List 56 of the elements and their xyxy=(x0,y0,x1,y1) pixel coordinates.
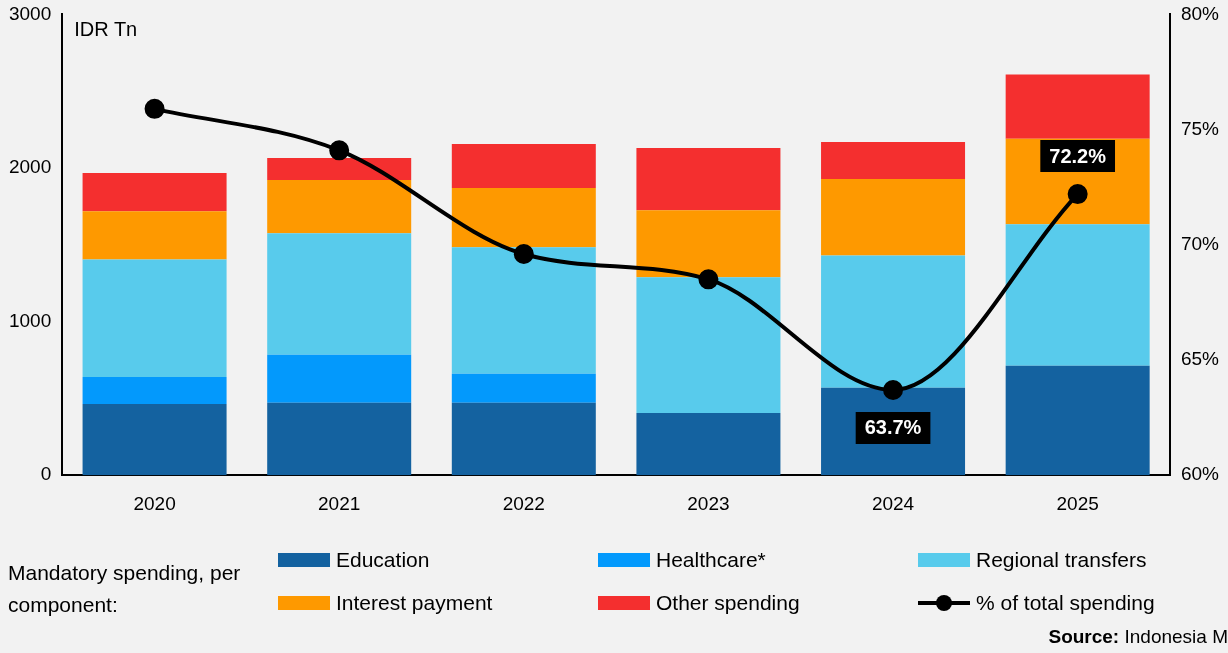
y-tick-label: 0 xyxy=(40,463,52,485)
data-label: 63.7% xyxy=(864,416,922,439)
bar xyxy=(267,402,412,476)
y-tick-label: 2000 xyxy=(8,156,52,178)
legend-label: Other spending xyxy=(656,591,800,615)
bar xyxy=(82,376,227,404)
bar xyxy=(267,354,412,403)
legend-label: Healthcare* xyxy=(656,548,766,572)
bar xyxy=(1005,365,1150,476)
bar xyxy=(451,143,596,189)
point xyxy=(1067,184,1088,205)
point xyxy=(513,244,534,265)
bar xyxy=(267,158,412,180)
x-tick-label: 2020 xyxy=(133,492,176,514)
point xyxy=(329,140,350,161)
x-tick-label: 2022 xyxy=(502,492,545,514)
x-tick-label: 2025 xyxy=(1056,492,1099,514)
legend-label: % of total spending xyxy=(976,591,1155,615)
bar xyxy=(82,259,227,377)
data-label: 72.2% xyxy=(1049,144,1107,167)
y2-tick-label: 75% xyxy=(1180,117,1220,139)
y2-tick-label: 80% xyxy=(1180,2,1220,24)
y2-tick-label: 60% xyxy=(1180,463,1220,485)
bar xyxy=(451,373,596,403)
bar xyxy=(636,277,781,413)
bar xyxy=(451,402,596,476)
bar xyxy=(636,147,781,211)
bar xyxy=(267,233,412,355)
legend-title: Mandatory spending, per component: xyxy=(8,560,242,618)
bar xyxy=(451,247,596,374)
bar xyxy=(82,173,227,212)
y-axis-title: IDR Tn xyxy=(74,17,138,40)
bar xyxy=(267,179,412,234)
bar xyxy=(451,188,596,248)
bar xyxy=(821,141,966,180)
x-tick-label: 2021 xyxy=(318,492,361,514)
bar xyxy=(636,210,781,278)
bar xyxy=(82,211,227,260)
bar xyxy=(821,255,966,388)
legend-label: Interest payment xyxy=(336,591,493,615)
y2-tick-label: 70% xyxy=(1180,233,1220,255)
legend-label: Regional transfers xyxy=(976,548,1147,572)
bar xyxy=(636,412,781,476)
source-note: Source: Indonesia M xyxy=(1048,626,1228,648)
y2-tick-label: 65% xyxy=(1180,348,1220,370)
point xyxy=(883,379,904,400)
y-tick-label: 1000 xyxy=(8,309,52,331)
point xyxy=(144,98,165,119)
bar xyxy=(82,403,227,476)
x-tick-label: 2023 xyxy=(687,492,730,514)
legend-label: Education xyxy=(336,548,430,572)
bar xyxy=(821,179,966,256)
x-tick-label: 2024 xyxy=(871,492,915,514)
y-tick-label: 3000 xyxy=(8,2,52,24)
point xyxy=(698,269,719,290)
bar xyxy=(1005,224,1150,366)
